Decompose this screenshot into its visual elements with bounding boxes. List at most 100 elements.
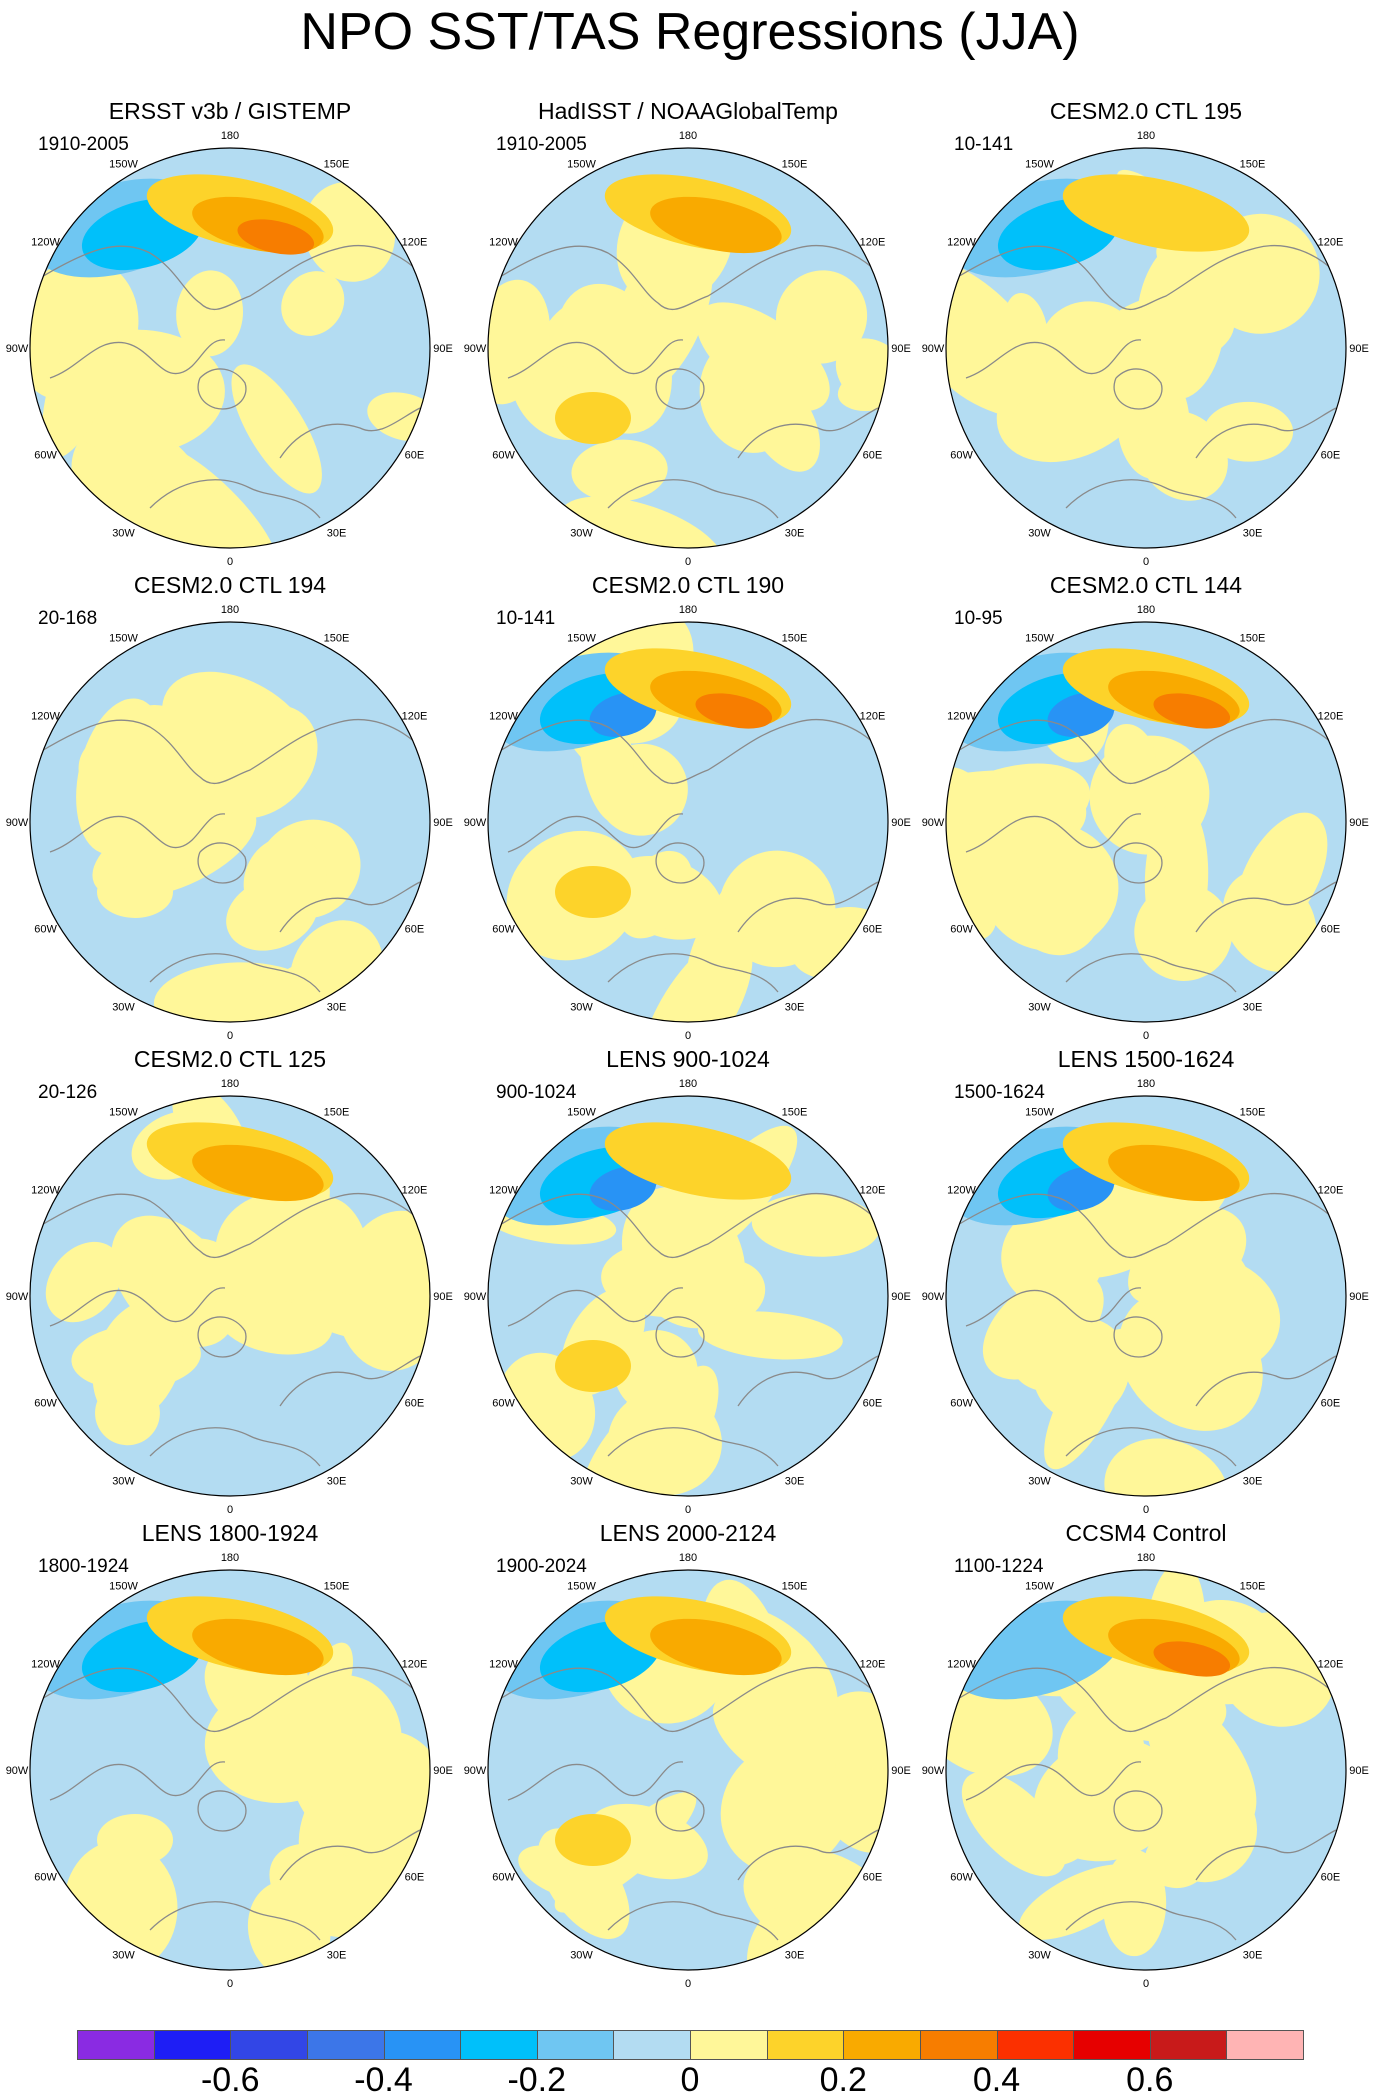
longitude-label: 30E — [327, 1001, 347, 1013]
longitude-label: 90W — [922, 1765, 945, 1777]
longitude-label: 30E — [327, 1475, 347, 1487]
colorbar-tick-label: 0.2 — [819, 2061, 867, 2099]
longitude-label: 120W — [947, 1659, 976, 1671]
weak-positive-region — [231, 364, 322, 494]
panel-period: 10-95 — [954, 608, 1003, 629]
longitude-label: 120E — [1318, 711, 1344, 723]
panel-title: CESM2.0 CTL 190 — [591, 572, 785, 598]
weak-positive-region — [742, 370, 820, 472]
polar-map: 180 150E 120E 90E 60E 30E 0 30W 60W 90W 120W 150W — [6, 1552, 453, 1990]
colorbar-swatch — [77, 2030, 155, 2060]
panel-period: 1900-2024 — [496, 1556, 587, 1577]
coastline — [1065, 953, 1237, 993]
weak-positive-region — [697, 1311, 843, 1360]
longitude-label: 180 — [679, 604, 697, 616]
longitude-label: 120E — [402, 1659, 428, 1671]
atlantic-anomaly-region — [1013, 1814, 1089, 1866]
longitude-label: 150W — [567, 1581, 596, 1593]
coastline — [655, 1316, 705, 1358]
atlantic-anomaly-region — [1013, 1340, 1089, 1392]
longitude-label: 90W — [464, 343, 487, 355]
longitude-label: 0 — [685, 1030, 691, 1042]
longitude-label: 60W — [950, 450, 973, 462]
longitude-label: 90W — [464, 1291, 487, 1303]
longitude-label: 30E — [785, 1475, 805, 1487]
longitude-label: 60W — [950, 924, 973, 936]
coastline — [149, 479, 321, 519]
longitude-label: 120E — [860, 1185, 886, 1197]
weak-positive-region — [1104, 1438, 1230, 1496]
warm-anomaly-region — [192, 1618, 324, 1676]
map-panel: HadISST / NOAAGlobalTemp 180 150E 120E 90E 60… — [458, 98, 918, 568]
longitude-label: 150E — [324, 159, 350, 171]
longitude-label: 120W — [947, 711, 976, 723]
longitude-label: 180 — [679, 1078, 697, 1090]
longitude-label: 150W — [1025, 633, 1054, 645]
polar-map: 180 150E 120E 90E 60E 30E 0 30W 60W 90W 120W 150W — [6, 1078, 453, 1516]
coastline — [955, 244, 1337, 310]
longitude-label: 60E — [863, 1872, 883, 1884]
longitude-label: 60E — [405, 450, 425, 462]
longitude-label: 150W — [109, 159, 138, 171]
weak-positive-region — [1001, 1205, 1104, 1308]
polar-map: 180 150E 120E 90E 60E 30E 0 30W 60W 90W 120W 150W — [464, 1078, 911, 1516]
coastline — [1065, 1901, 1237, 1941]
warm-anomaly-region — [1153, 1641, 1231, 1677]
longitude-label: 120W — [489, 1185, 518, 1197]
atlantic-anomaly-region — [1013, 392, 1089, 444]
coastline — [655, 1790, 705, 1832]
map-boundary — [487, 621, 889, 1023]
coastline — [49, 813, 226, 853]
coastline — [279, 881, 421, 933]
weak-positive-region — [560, 496, 724, 548]
panel-period: 900-1024 — [496, 1082, 577, 1103]
coastline — [965, 1287, 1142, 1327]
longitude-label: 60W — [34, 1872, 57, 1884]
atlantic-anomaly-region — [555, 1340, 631, 1392]
longitude-label: 30W — [112, 1001, 135, 1013]
panel-title: CESM2.0 CTL 144 — [1049, 572, 1243, 598]
colorbar-tick-label: 0 — [680, 2061, 700, 2099]
coastline — [655, 842, 705, 884]
coastline — [1113, 1790, 1163, 1832]
weak-positive-region — [1040, 301, 1140, 392]
coastline — [197, 368, 247, 410]
atlantic-anomaly-region — [1013, 866, 1089, 918]
longitude-label: 0 — [685, 1978, 691, 1990]
weak-positive-region — [215, 1192, 335, 1303]
weak-positive-region — [176, 270, 244, 357]
map-panel: LENS 1500-1624 180 150E 120E 90E 60E 30E 0 30W 60… — [916, 1046, 1376, 1516]
map-boundary — [29, 147, 431, 549]
coastline — [607, 953, 779, 993]
weak-positive-region — [1102, 1849, 1167, 1957]
map-panel: LENS 900-1024 180 150E 120E 90E 60E 30E 0 30W 60W… — [458, 1046, 918, 1516]
colorbar-tick-label: -0.4 — [354, 2061, 413, 2099]
longitude-label: 90E — [433, 343, 453, 355]
longitude-label: 0 — [227, 1030, 233, 1042]
longitude-label: 150W — [567, 159, 596, 171]
longitude-label: 150E — [782, 1107, 808, 1119]
polar-map: 180 150E 120E 90E 60E 30E 0 30W 60W 90W 120W 150W — [6, 604, 453, 1042]
coastline — [1065, 1427, 1237, 1467]
colorbar-swatch — [306, 2030, 385, 2060]
longitude-label: 150E — [324, 1107, 350, 1119]
longitude-label: 150E — [782, 1581, 808, 1593]
weak-positive-region — [696, 302, 830, 412]
weak-positive-region — [1004, 292, 1048, 364]
longitude-label: 30W — [1028, 527, 1051, 539]
longitude-label: 0 — [227, 556, 233, 568]
weak-positive-region — [946, 770, 1087, 827]
coastline — [1195, 407, 1337, 459]
atlantic-anomaly-region — [555, 392, 631, 444]
colorbar-swatch — [690, 2030, 768, 2060]
weak-positive-region — [1122, 1180, 1197, 1277]
map-boundary — [29, 621, 431, 1023]
coastline — [279, 1355, 421, 1407]
polar-map: 180 150E 120E 90E 60E 30E 0 30W 60W 90W 120W 150W — [922, 604, 1369, 1042]
panel-period: 1100-1224 — [954, 1556, 1044, 1577]
polar-map: 180 150E 120E 90E 60E 30E 0 30W 60W 90W 120W 150W — [922, 1552, 1369, 1990]
longitude-label: 120W — [947, 237, 976, 249]
colorbar-swatch — [460, 2030, 538, 2060]
longitude-label: 30E — [1243, 1475, 1263, 1487]
figure-title: NPO SST/TAS Regressions (JJA) — [300, 3, 1080, 61]
